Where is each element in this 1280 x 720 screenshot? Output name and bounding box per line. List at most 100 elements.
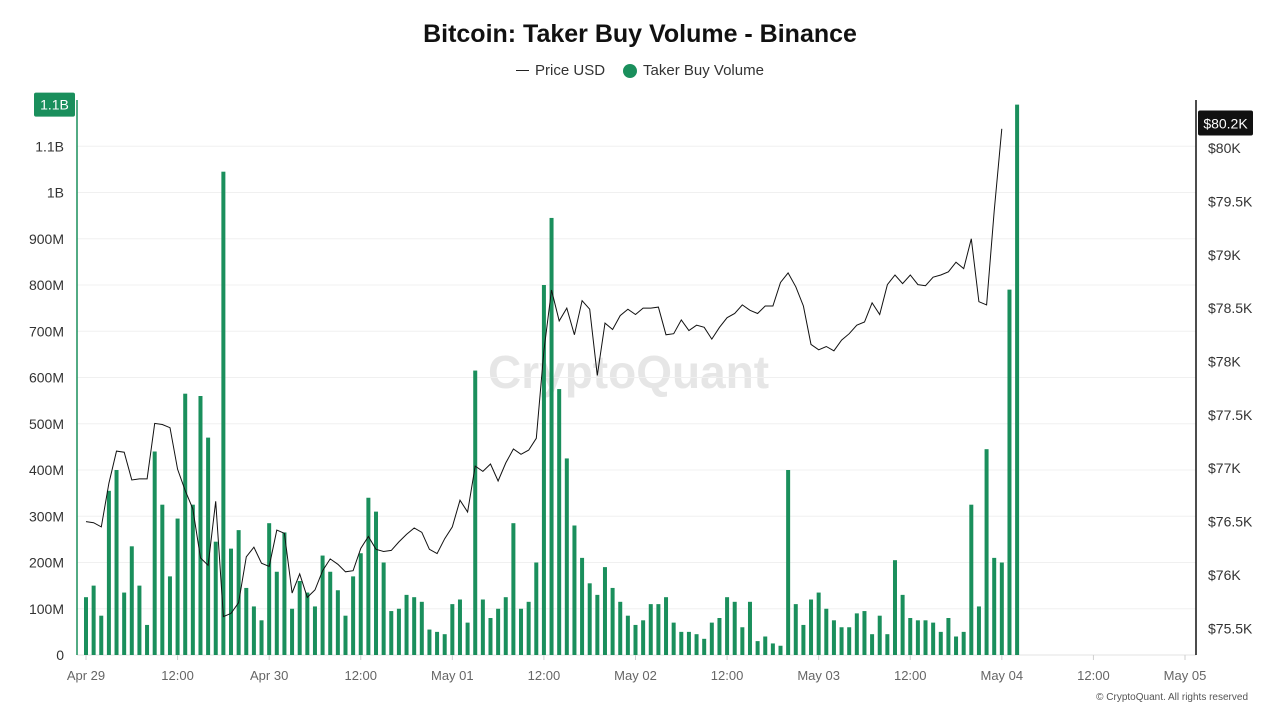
volume-bar[interactable] bbox=[496, 608, 501, 655]
volume-bar[interactable] bbox=[488, 618, 493, 655]
volume-bar[interactable] bbox=[648, 604, 653, 655]
volume-bar[interactable] bbox=[877, 615, 882, 655]
volume-bar[interactable] bbox=[305, 592, 310, 655]
volume-bar[interactable] bbox=[755, 641, 760, 655]
volume-bar[interactable] bbox=[84, 597, 88, 655]
volume-bar[interactable] bbox=[946, 618, 951, 655]
volume-bar[interactable] bbox=[167, 576, 172, 655]
volume-bar[interactable] bbox=[435, 631, 440, 655]
volume-bar[interactable] bbox=[213, 541, 218, 655]
volume-bar[interactable] bbox=[396, 608, 401, 655]
volume-bar[interactable] bbox=[343, 615, 348, 655]
volume-bar[interactable] bbox=[358, 553, 363, 655]
volume-bar[interactable] bbox=[137, 585, 142, 655]
volume-bar[interactable] bbox=[106, 490, 111, 655]
volume-bar[interactable] bbox=[610, 587, 615, 655]
volume-bar[interactable] bbox=[892, 560, 897, 655]
volume-bar[interactable] bbox=[312, 606, 317, 655]
volume-bar[interactable] bbox=[419, 601, 424, 655]
volume-bar[interactable] bbox=[160, 504, 165, 655]
volume-bar[interactable] bbox=[664, 597, 669, 655]
volume-bar[interactable] bbox=[633, 624, 638, 655]
volume-bar[interactable] bbox=[786, 470, 791, 655]
volume-bar[interactable] bbox=[732, 601, 737, 655]
volume-bar[interactable] bbox=[297, 581, 302, 655]
volume-bar[interactable] bbox=[580, 557, 585, 655]
volume-bar[interactable] bbox=[465, 622, 470, 655]
volume-bar[interactable] bbox=[1007, 289, 1012, 655]
volume-bar[interactable] bbox=[541, 285, 546, 655]
volume-bar[interactable] bbox=[221, 171, 226, 655]
volume-bar[interactable] bbox=[915, 620, 920, 655]
volume-bar[interactable] bbox=[473, 370, 478, 655]
volume-bar[interactable] bbox=[839, 627, 844, 655]
volume-bar[interactable] bbox=[862, 611, 867, 655]
volume-bar[interactable] bbox=[686, 631, 691, 655]
volume-bar[interactable] bbox=[450, 604, 455, 655]
volume-bar[interactable] bbox=[885, 634, 890, 655]
volume-bar[interactable] bbox=[404, 594, 409, 655]
volume-bar[interactable] bbox=[747, 601, 752, 655]
volume-bar[interactable] bbox=[763, 636, 768, 656]
volume-bar[interactable] bbox=[351, 576, 356, 655]
volume-bar[interactable] bbox=[480, 599, 485, 656]
volume-bar[interactable] bbox=[831, 620, 836, 655]
volume-bar[interactable] bbox=[519, 608, 524, 655]
volume-bar[interactable] bbox=[999, 562, 1004, 656]
volume-bar[interactable] bbox=[595, 594, 600, 655]
volume-bar[interactable] bbox=[328, 571, 333, 655]
volume-bar[interactable] bbox=[984, 449, 989, 655]
volume-bar[interactable] bbox=[793, 604, 798, 655]
volume-bar[interactable] bbox=[671, 622, 676, 655]
volume-bar[interactable] bbox=[602, 567, 607, 655]
volume-bar[interactable] bbox=[282, 532, 287, 655]
volume-bar[interactable] bbox=[267, 523, 272, 655]
volume-bar[interactable] bbox=[366, 497, 371, 655]
volume-bar[interactable] bbox=[976, 606, 981, 655]
volume-bar[interactable] bbox=[938, 631, 943, 655]
volume-bar[interactable] bbox=[259, 620, 264, 655]
volume-bar[interactable] bbox=[320, 555, 325, 655]
volume-bar[interactable] bbox=[427, 629, 432, 655]
price-line[interactable] bbox=[85, 128, 1003, 618]
volume-bar[interactable] bbox=[198, 396, 203, 655]
volume-bar[interactable] bbox=[152, 451, 157, 656]
volume-bar[interactable] bbox=[534, 562, 539, 656]
volume-bar[interactable] bbox=[557, 389, 562, 655]
volume-bar[interactable] bbox=[587, 583, 592, 655]
volume-bar[interactable] bbox=[389, 611, 394, 655]
volume-bar[interactable] bbox=[709, 622, 714, 655]
volume-bar[interactable] bbox=[725, 597, 730, 655]
volume-bar[interactable] bbox=[251, 606, 256, 655]
volume-bar[interactable] bbox=[526, 601, 531, 655]
volume-bar[interactable] bbox=[618, 601, 623, 655]
volume-bar[interactable] bbox=[809, 599, 814, 656]
volume-bar[interactable] bbox=[969, 504, 974, 655]
volume-bar[interactable] bbox=[99, 615, 104, 655]
volume-bar[interactable] bbox=[1015, 104, 1020, 655]
volume-bar[interactable] bbox=[824, 608, 829, 655]
volume-bar[interactable] bbox=[183, 393, 188, 655]
volume-bar[interactable] bbox=[923, 620, 928, 655]
volume-bar[interactable] bbox=[778, 645, 783, 655]
volume-bar[interactable] bbox=[114, 470, 119, 655]
volume-bar[interactable] bbox=[870, 634, 875, 655]
volume-bar[interactable] bbox=[503, 597, 508, 655]
volume-bar[interactable] bbox=[145, 624, 150, 655]
volume-bar[interactable] bbox=[236, 530, 241, 655]
volume-bar[interactable] bbox=[572, 525, 577, 656]
volume-bar[interactable] bbox=[992, 557, 997, 655]
volume-bar[interactable] bbox=[290, 608, 295, 655]
volume-bar[interactable] bbox=[679, 631, 684, 655]
volume-bar[interactable] bbox=[91, 585, 96, 655]
volume-bar[interactable] bbox=[625, 615, 630, 655]
volume-bar[interactable] bbox=[717, 618, 722, 655]
volume-bar[interactable] bbox=[694, 634, 699, 655]
volume-bar[interactable] bbox=[854, 613, 859, 655]
volume-bar[interactable] bbox=[908, 618, 913, 655]
volume-bar[interactable] bbox=[511, 523, 516, 655]
volume-bar[interactable] bbox=[954, 636, 959, 656]
volume-bar[interactable] bbox=[335, 590, 340, 655]
legend-item-volume[interactable]: Taker Buy Volume bbox=[623, 62, 764, 79]
